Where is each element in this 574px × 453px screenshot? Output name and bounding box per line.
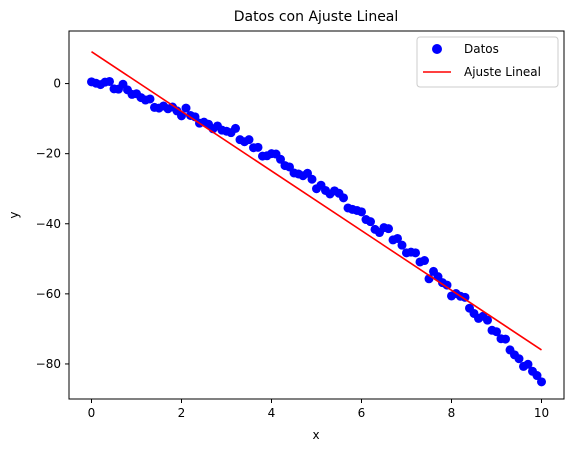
data-point [366,217,375,227]
data-point [397,240,407,250]
plot-area [87,51,546,387]
data-point [145,94,155,104]
x-tick-label: 6 [358,406,366,420]
y-axis-title: y [7,211,21,218]
fit-line [91,51,542,351]
data-point [420,256,429,266]
data-point [442,280,452,290]
data-point [501,334,510,344]
data-point [339,193,348,203]
x-tick-label: 0 [88,406,96,420]
y-tick-label: −20 [36,147,61,161]
data-point [514,354,524,364]
legend: Datos Ajuste Lineal [416,36,559,88]
data-point [181,103,191,113]
x-tick-label: 2 [178,406,186,420]
data-point [537,377,546,387]
data-point [492,327,501,337]
legend-marker-datos [432,44,442,54]
data-point [460,292,470,302]
y-axis: 0 −20 −40 −60 −80 [36,77,69,371]
data-point [523,359,533,369]
legend-label-ajuste-lineal: Ajuste Lineal [464,65,541,79]
data-point [105,76,114,86]
data-point [244,135,254,145]
legend-label-datos: Datos [464,42,499,56]
chart-title: Datos con Ajuste Lineal [234,9,399,25]
data-point [357,207,366,217]
legend-box [416,36,559,88]
data-point [411,248,420,258]
y-tick-label: −40 [36,217,61,231]
data-point [384,224,393,234]
y-tick-label: −80 [36,357,61,371]
x-axis: 0 2 4 6 8 10 [88,399,549,420]
y-tick-label: −60 [36,287,61,301]
data-point [276,154,285,164]
data-point [532,371,542,381]
x-tick-label: 10 [534,406,549,420]
x-tick-label: 4 [268,406,276,420]
data-point [393,233,402,243]
data-point [307,174,317,184]
data-point [483,315,492,325]
x-axis-title: x [312,428,319,442]
plot-frame [68,30,565,400]
x-tick-label: 8 [448,406,456,420]
data-point [231,123,240,133]
data-point [253,142,263,152]
y-tick-label: 0 [53,77,61,91]
